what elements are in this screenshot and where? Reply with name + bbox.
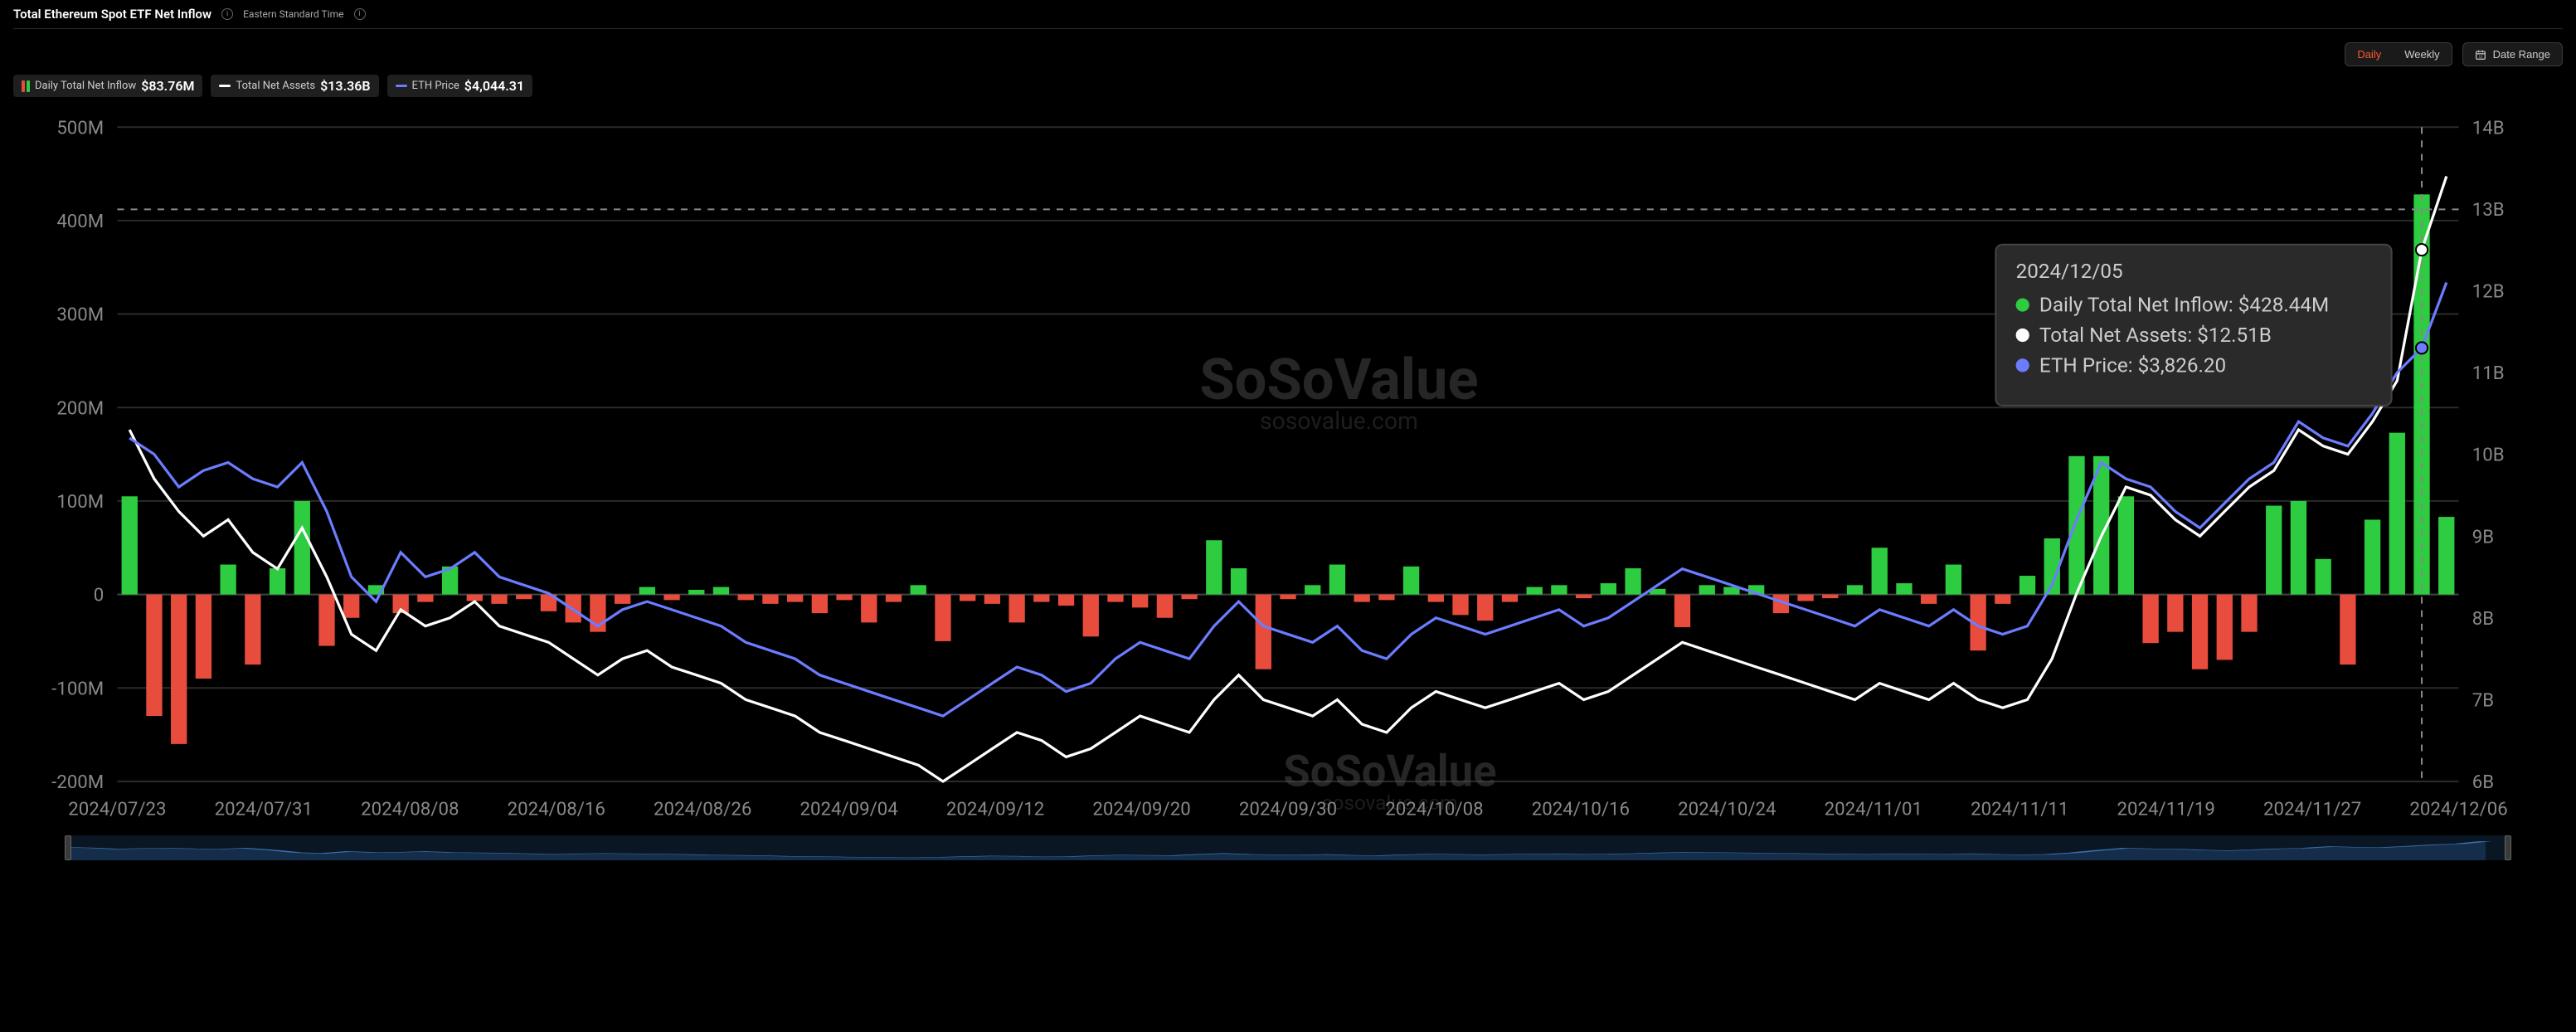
svg-text:9B: 9B (2472, 526, 2494, 548)
range-handle-right[interactable] (2505, 835, 2511, 860)
svg-text:2024/11/27: 2024/11/27 (2263, 798, 2361, 820)
legend-bar: Daily Total Net Inflow $83.76M Total Net… (13, 75, 2563, 97)
svg-text:13B: 13B (2472, 199, 2505, 221)
line-swatch-icon (219, 85, 231, 87)
svg-text:2024/09/12: 2024/09/12 (946, 798, 1044, 820)
svg-text:-200M: -200M (51, 772, 104, 793)
daily-button[interactable]: Daily (2345, 43, 2393, 66)
timezone-label: Eastern Standard Time (243, 8, 343, 20)
svg-text:100M: 100M (56, 491, 104, 513)
date-range-label: Date Range (2493, 48, 2550, 61)
svg-text:14B: 14B (2472, 117, 2505, 139)
svg-text:SoSoValue: SoSoValue (1283, 746, 1496, 797)
svg-text:Total Net Assets: $12.51B: Total Net Assets: $12.51B (2039, 323, 2272, 347)
svg-text:2024/11/01: 2024/11/01 (1825, 798, 1922, 820)
legend-price-label: ETH Price (412, 80, 459, 92)
svg-text:2024/07/31: 2024/07/31 (215, 798, 313, 820)
date-range-button[interactable]: 12 Date Range (2462, 42, 2563, 66)
svg-text:2024/08/16: 2024/08/16 (508, 798, 605, 820)
info-icon[interactable]: i (221, 8, 233, 20)
svg-text:11B: 11B (2472, 363, 2505, 384)
svg-text:sosovalue.com: sosovalue.com (1260, 407, 1418, 435)
svg-text:2024/09/30: 2024/09/30 (1239, 798, 1337, 820)
svg-text:2024/10/24: 2024/10/24 (1678, 798, 1776, 820)
svg-text:2024/09/20: 2024/09/20 (1092, 798, 1190, 820)
svg-text:2024/10/08: 2024/10/08 (1385, 798, 1483, 820)
interval-segmented-control: Daily Weekly (2345, 42, 2452, 66)
svg-text:SoSoValue: SoSoValue (1199, 346, 1478, 413)
chart-title: Total Ethereum Spot ETF Net Inflow (13, 7, 211, 22)
legend-assets[interactable]: Total Net Assets $13.36B (211, 75, 378, 97)
svg-text:2024/12/06: 2024/12/06 (2409, 798, 2507, 820)
svg-text:2024/11/11: 2024/11/11 (1971, 798, 2068, 820)
bar-swatch-icon (22, 80, 30, 92)
legend-assets-value: $13.36B (320, 78, 370, 94)
svg-text:500M: 500M (56, 117, 104, 139)
range-slider[interactable] (65, 835, 2511, 860)
controls-row: Daily Weekly 12 Date Range (13, 42, 2563, 66)
svg-text:-100M: -100M (51, 678, 104, 699)
svg-text:2024/12/05: 2024/12/05 (2016, 259, 2123, 283)
svg-text:2024/09/04: 2024/09/04 (800, 798, 897, 820)
svg-text:200M: 200M (56, 397, 104, 419)
legend-inflow[interactable]: Daily Total Net Inflow $83.76M (13, 75, 202, 97)
chart-svg: -200M -100M 0 100M 200M 300M 400M 500M 6B 7B 8B 9B 1… (13, 110, 2563, 832)
chart-area[interactable]: -200M -100M 0 100M 200M 300M 400M 500M 6B 7B 8B 9B 1… (13, 110, 2563, 860)
svg-text:ETH Price: $3,826.20: ETH Price: $3,826.20 (2039, 353, 2226, 377)
legend-price[interactable]: ETH Price $4,044.31 (387, 75, 533, 97)
weekly-button[interactable]: Weekly (2393, 43, 2451, 66)
svg-text:400M: 400M (56, 211, 104, 232)
legend-inflow-label: Daily Total Net Inflow (35, 80, 136, 92)
svg-text:12: 12 (2478, 54, 2482, 58)
svg-text:8B: 8B (2472, 608, 2494, 630)
svg-text:6B: 6B (2472, 772, 2494, 793)
svg-text:2024/10/16: 2024/10/16 (1532, 798, 1630, 820)
calendar-icon: 12 (2475, 49, 2486, 61)
svg-text:2024/07/23: 2024/07/23 (68, 798, 166, 820)
svg-text:2024/11/19: 2024/11/19 (2117, 798, 2215, 820)
chart-header: Total Ethereum Spot ETF Net Inflow i Eas… (13, 7, 2563, 29)
range-handle-left[interactable] (65, 835, 71, 860)
svg-text:0: 0 (94, 585, 104, 606)
legend-assets-label: Total Net Assets (236, 80, 315, 92)
svg-text:Daily Total Net Inflow: $428.4: Daily Total Net Inflow: $428.44M (2039, 293, 2329, 317)
legend-price-value: $4,044.31 (464, 78, 524, 94)
svg-text:2024/08/26: 2024/08/26 (654, 798, 751, 820)
line-swatch-icon (396, 85, 407, 87)
svg-text:2024/08/08: 2024/08/08 (361, 798, 459, 820)
legend-inflow-value: $83.76M (141, 78, 194, 94)
svg-text:10B: 10B (2472, 445, 2505, 466)
range-slider-mini (65, 835, 2511, 860)
svg-text:12B: 12B (2472, 280, 2505, 302)
svg-text:7B: 7B (2472, 689, 2494, 711)
info-icon[interactable]: i (354, 8, 366, 20)
svg-text:300M: 300M (56, 304, 104, 326)
